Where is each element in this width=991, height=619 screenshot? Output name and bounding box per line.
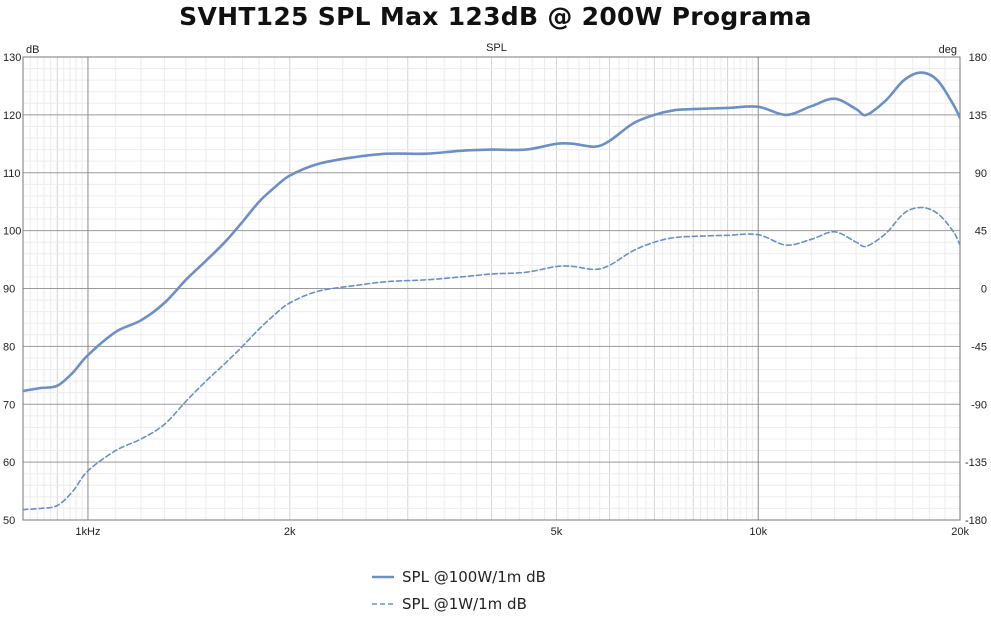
y-tick-label: 60 — [3, 457, 15, 469]
plot-frame — [22, 56, 961, 521]
y-axis-unit-label: dB — [26, 44, 39, 56]
legend: SPL @100W/1m dB SPL @1W/1m dB — [372, 568, 546, 613]
y2-tick-label: 45 — [975, 226, 987, 238]
y2-tick-label: 180 — [969, 52, 987, 64]
x-tick-label: 20k — [951, 526, 969, 538]
y-tick-label: 90 — [3, 284, 15, 296]
y2-axis-unit-label: deg — [939, 44, 957, 56]
series-line-1w — [23, 206, 960, 511]
y2-tick-label: 0 — [981, 284, 987, 296]
series-line-100w — [23, 71, 960, 393]
y-tick-label: 50 — [3, 515, 15, 527]
x-tick-label: 10k — [749, 526, 767, 538]
series-layer — [23, 71, 960, 511]
y-tick-label: 70 — [3, 399, 15, 411]
y-tick-label: 120 — [3, 110, 21, 122]
legend-label-100w: SPL @100W/1m dB — [402, 568, 546, 586]
y2-tick-label: -135 — [965, 457, 987, 469]
y2-tick-label: -45 — [971, 341, 987, 353]
chart-title: SVHT125 SPL Max 123dB @ 200W Programa — [179, 2, 812, 31]
axis-labels: 50 60 70 80 90 100 110 120 130 -180 -135 -90 -45 0 45 9… — [3, 52, 987, 538]
y2-tick-label: 135 — [969, 110, 987, 122]
y2-tick-label: 90 — [975, 168, 987, 180]
x-tick-label: 5k — [551, 526, 563, 538]
y2-tick-label: -90 — [971, 399, 987, 411]
x-tick-label: 2k — [284, 526, 296, 538]
y-tick-label: 110 — [3, 168, 21, 180]
x-tick-label: 1kHz — [75, 526, 100, 538]
grid-lines — [23, 56, 960, 521]
y2-tick-label: -180 — [965, 515, 987, 527]
y-tick-label: 80 — [3, 341, 15, 353]
plot-subtitle: SPL — [486, 42, 507, 54]
y-tick-label: 130 — [3, 52, 21, 64]
legend-label-1w: SPL @1W/1m dB — [402, 595, 527, 613]
y-tick-label: 100 — [3, 226, 21, 238]
